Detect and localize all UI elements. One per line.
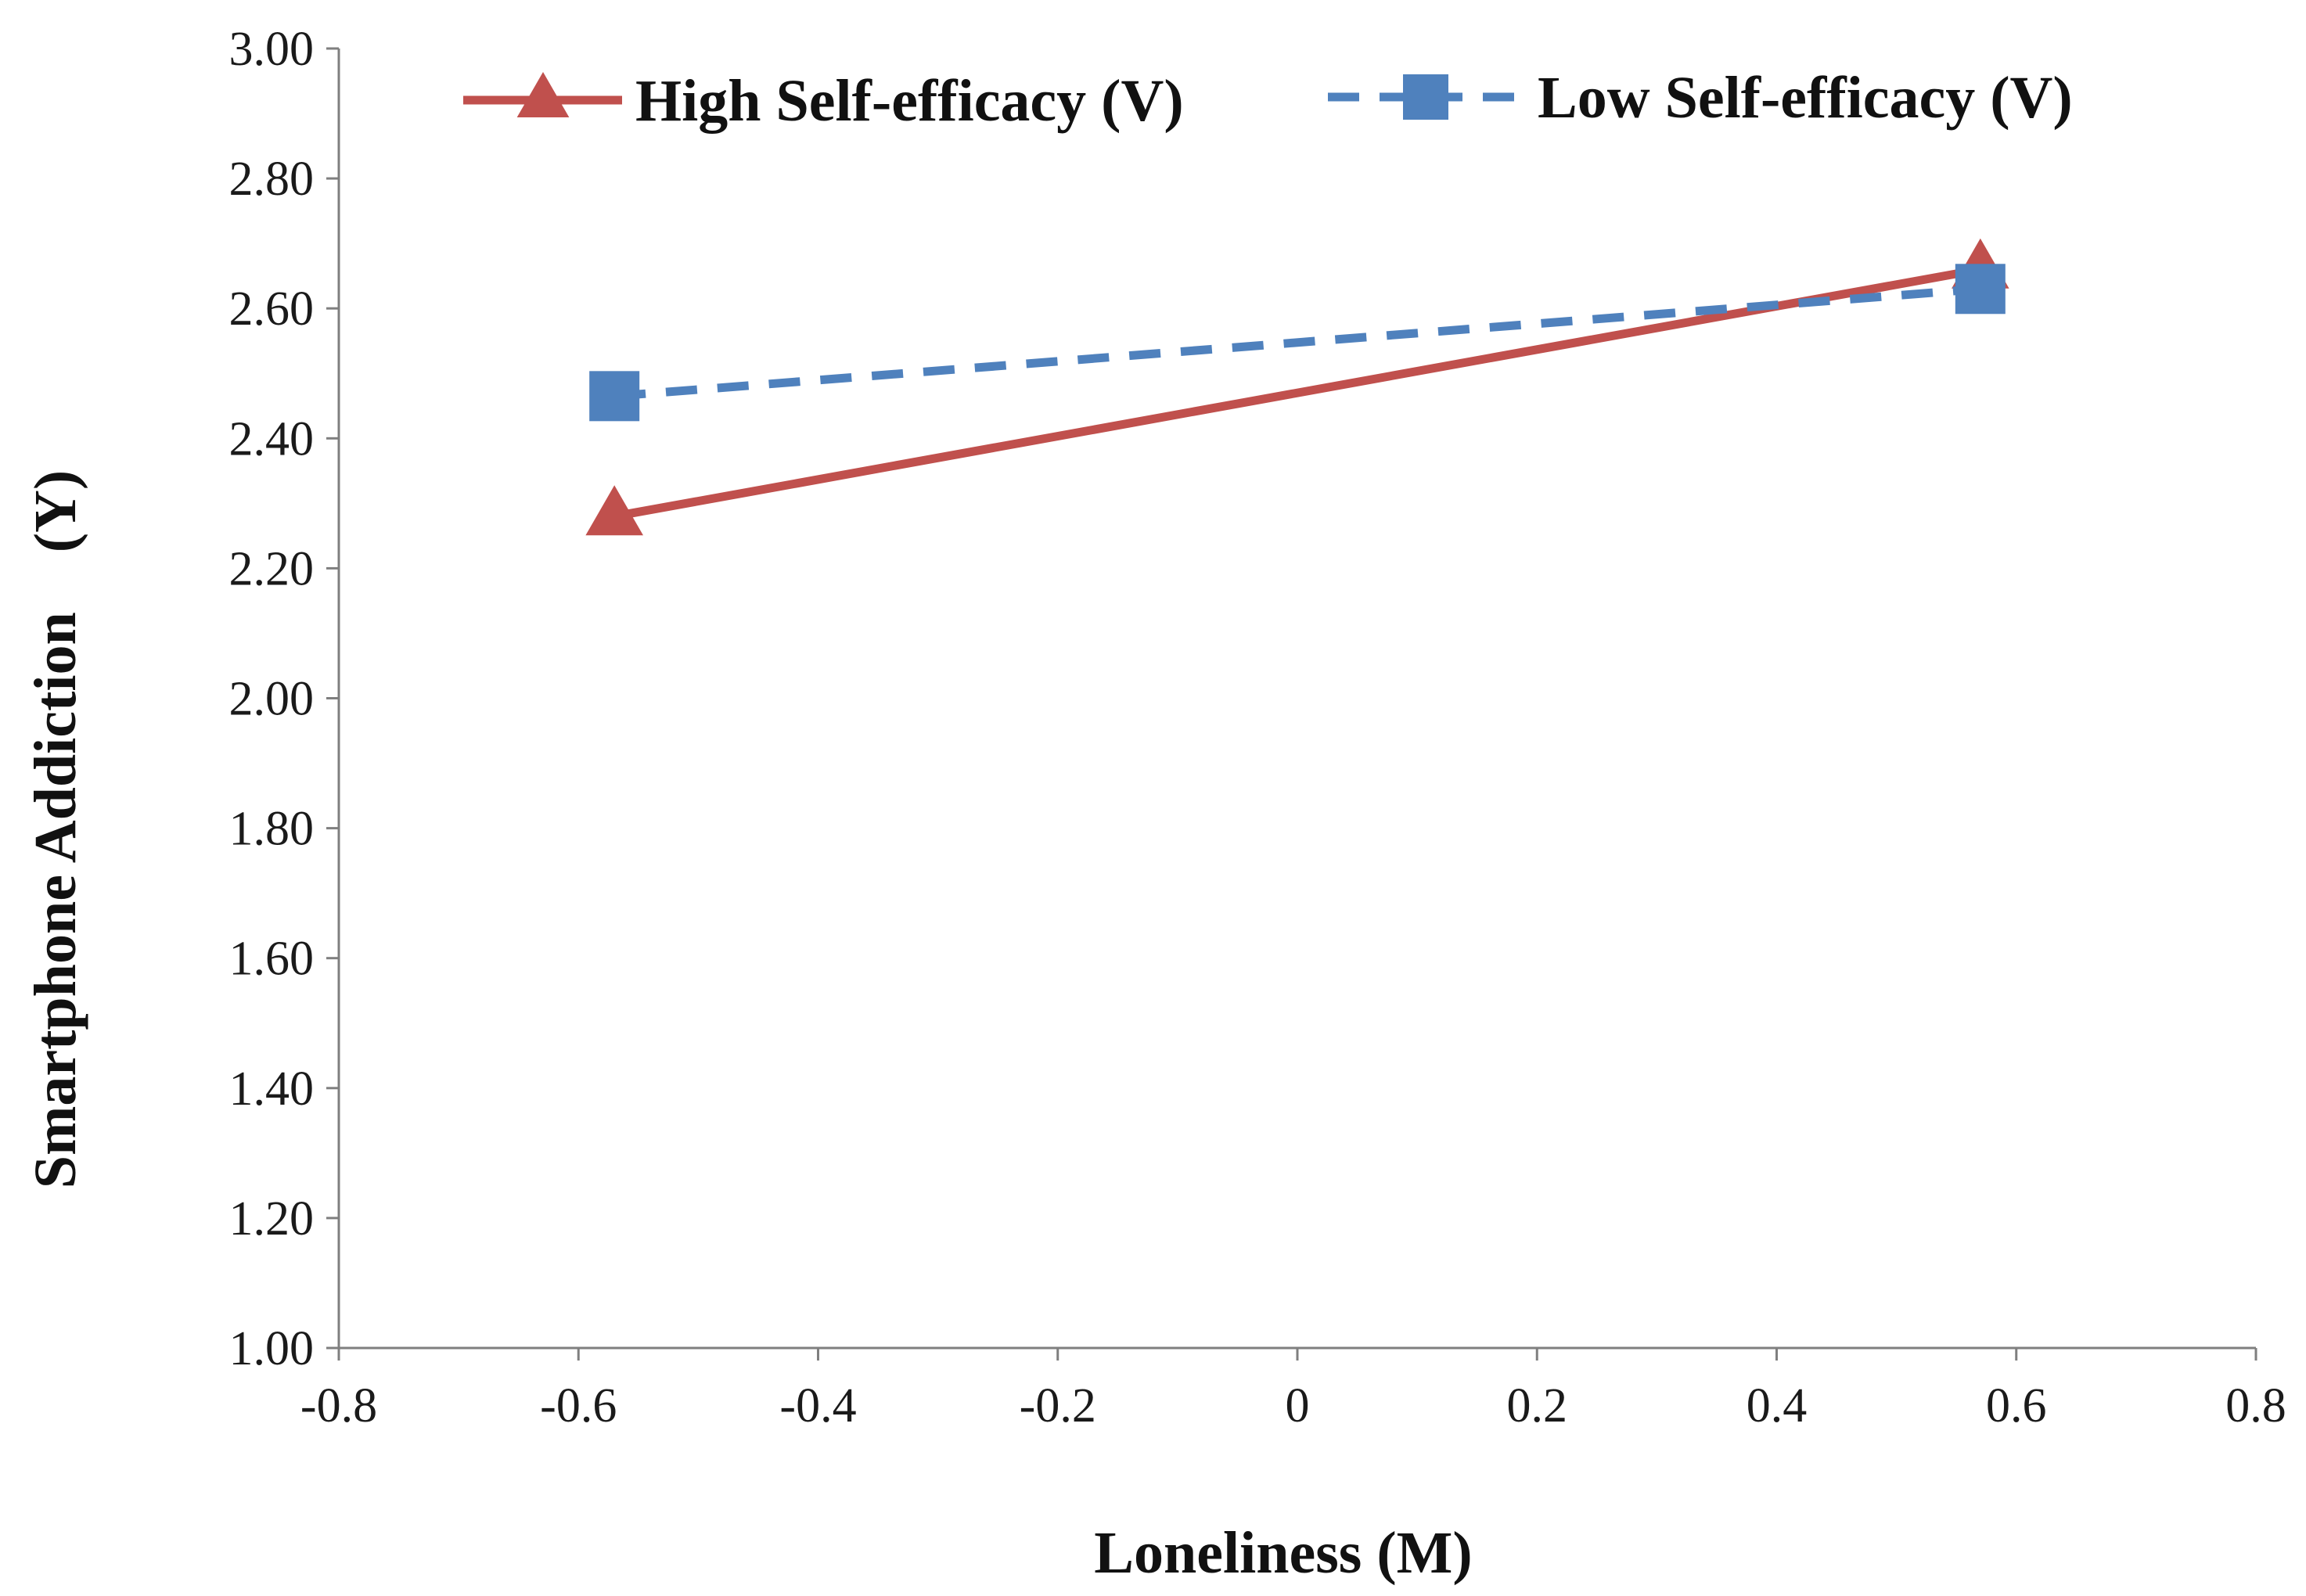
x-tick-label: 0	[1286, 1379, 1310, 1432]
square-data-point	[589, 371, 640, 422]
triangle-data-point	[585, 485, 643, 536]
x-tick-label: -0.4	[779, 1379, 856, 1432]
series-low-self-efficacy	[589, 264, 2006, 422]
y-tick-label: 1.00	[229, 1322, 315, 1375]
legend-label: Low Self-efficacy (V)	[1538, 65, 2073, 131]
y-tick-label: 2.80	[229, 153, 315, 206]
x-tick-label: -0.8	[300, 1379, 377, 1432]
y-tick-label: 3.00	[229, 23, 315, 76]
x-tick-label: 0.4	[1747, 1379, 1808, 1432]
y-axis-title: Smartphone Addiction (Y)	[23, 470, 88, 1188]
x-tick-label: 0.6	[1986, 1379, 2047, 1432]
series-layer	[585, 238, 2009, 536]
legend-square-marker	[1403, 74, 1448, 120]
series-line	[613, 284, 1981, 401]
y-tick-label: 2.40	[229, 412, 315, 466]
legend: High Self-efficacy (V) Low Self-efficacy …	[463, 65, 2073, 134]
legend-item-high-self-efficacy: High Self-efficacy (V)	[463, 68, 1184, 134]
x-tick-label: 0.8	[2225, 1379, 2286, 1432]
legend-item-low-self-efficacy: Low Self-efficacy (V)	[1328, 65, 2073, 131]
y-tick-label: 1.40	[229, 1062, 315, 1116]
x-tick-label: 0.2	[1507, 1379, 1568, 1432]
x-tick-label: -0.6	[540, 1379, 617, 1432]
axes: 1.00 1.20 1.40 1.60 1.80 2.00 2.20 2.40 2.60 2.80…	[229, 23, 2286, 1432]
y-tick-label: 2.20	[229, 542, 315, 595]
legend-triangle-marker	[516, 72, 570, 118]
y-tick-label: 1.80	[229, 803, 315, 856]
y-tick-label: 1.60	[229, 933, 315, 986]
x-axis-title: Loneliness (M)	[1094, 1520, 1472, 1586]
y-tick-label: 2.60	[229, 282, 315, 336]
legend-label: High Self-efficacy (V)	[635, 68, 1184, 134]
x-tick-label: -0.2	[1020, 1379, 1096, 1432]
series-high-self-efficacy	[585, 238, 2009, 536]
y-tick-label: 1.20	[229, 1192, 315, 1246]
square-data-point	[1955, 264, 2006, 315]
y-tick-label: 2.00	[229, 673, 315, 726]
